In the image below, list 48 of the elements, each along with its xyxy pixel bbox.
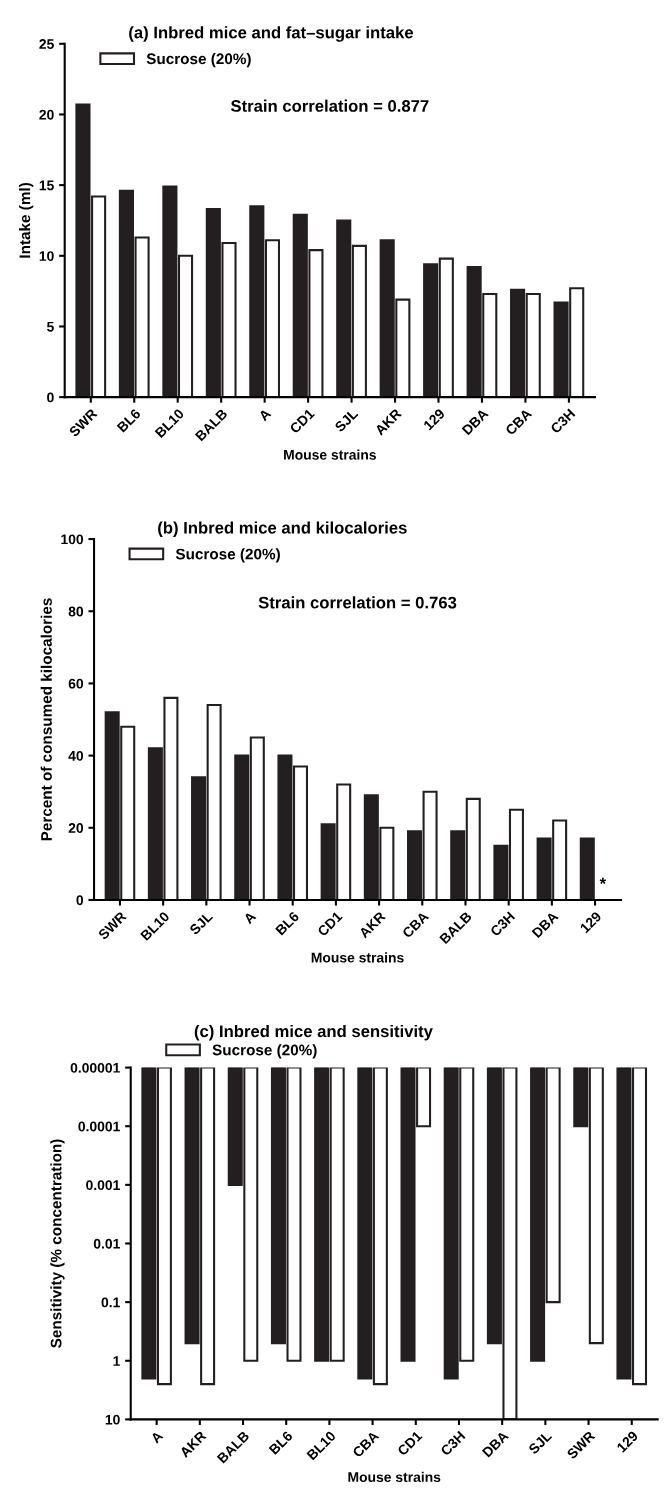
annotation: * bbox=[599, 877, 607, 885]
y-tick-label: 0 bbox=[47, 392, 54, 403]
y-tick-label: 5 bbox=[46, 321, 54, 332]
x-tick-label: A bbox=[243, 911, 257, 925]
annotation: Strain correlation = 0.763 bbox=[258, 596, 457, 609]
y-tick-label: 10 bbox=[39, 251, 54, 261]
y-tick-label: 25 bbox=[39, 39, 54, 49]
y-tick-label: 15 bbox=[39, 180, 54, 191]
y-axis-title: Intake (ml) bbox=[19, 183, 34, 258]
x-tick-label: CD1 bbox=[289, 408, 316, 434]
y-tick-label: 0.001 bbox=[86, 1180, 120, 1191]
x-tick-label: A bbox=[150, 1430, 164, 1444]
x-tick-label: 129 bbox=[579, 911, 602, 934]
y-tick-label: 80 bbox=[68, 606, 84, 617]
chart-title: (a) Inbred mice and fat–sugar intake bbox=[129, 26, 414, 42]
y-tick-label: 0.01 bbox=[93, 1238, 120, 1249]
x-axis-title: Mouse strains bbox=[348, 1471, 441, 1483]
x-tick-label: A bbox=[258, 408, 272, 422]
y-tick-label: 20 bbox=[68, 823, 84, 833]
y-tick-label: 20 bbox=[39, 109, 54, 120]
x-tick-label: CD1 bbox=[396, 1430, 423, 1457]
x-tick-label: SJL bbox=[527, 1430, 553, 1455]
bar bbox=[579, 837, 595, 900]
x-tick-label: 129 bbox=[616, 1430, 639, 1453]
y-tick-label: 0.0001 bbox=[78, 1121, 120, 1132]
y-tick-label: 10 bbox=[105, 1414, 120, 1425]
y-axis-title: Percent of consumed kilocalories bbox=[40, 598, 52, 841]
y-axis-title: Sensitivity (% concentration) bbox=[50, 1139, 65, 1348]
legend-label: Sucrose (20%) bbox=[146, 52, 251, 68]
chart-title: (c) Inbred mice and sensitivity bbox=[194, 1024, 433, 1041]
y-tick-label: 40 bbox=[68, 750, 84, 761]
y-tick-label: 0.00001 bbox=[70, 1062, 120, 1073]
x-tick-label: SJL bbox=[334, 408, 359, 433]
x-axis-title: Mouse strains bbox=[311, 952, 404, 963]
y-tick-label: 1 bbox=[113, 1356, 120, 1366]
legend-label: Sucrose (20%) bbox=[212, 1044, 317, 1059]
x-tick-label: SJL bbox=[188, 910, 214, 936]
x-tick-label: 129 bbox=[422, 408, 446, 431]
x-tick-label: CD1 bbox=[316, 910, 343, 937]
chart-title: (b) Inbred mice and kilocalories bbox=[158, 521, 407, 537]
legend-label: Sucrose (20%) bbox=[175, 548, 280, 563]
y-tick-label: 0.1 bbox=[101, 1297, 120, 1308]
x-axis-title: Mouse strains bbox=[284, 449, 376, 460]
y-tick-label: 0 bbox=[76, 895, 84, 906]
x-tick-label: CBA bbox=[351, 1430, 380, 1458]
y-tick-label: 60 bbox=[68, 678, 84, 689]
annotation: Strain correlation = 0.877 bbox=[230, 99, 429, 112]
y-tick-label: 100 bbox=[61, 534, 84, 545]
